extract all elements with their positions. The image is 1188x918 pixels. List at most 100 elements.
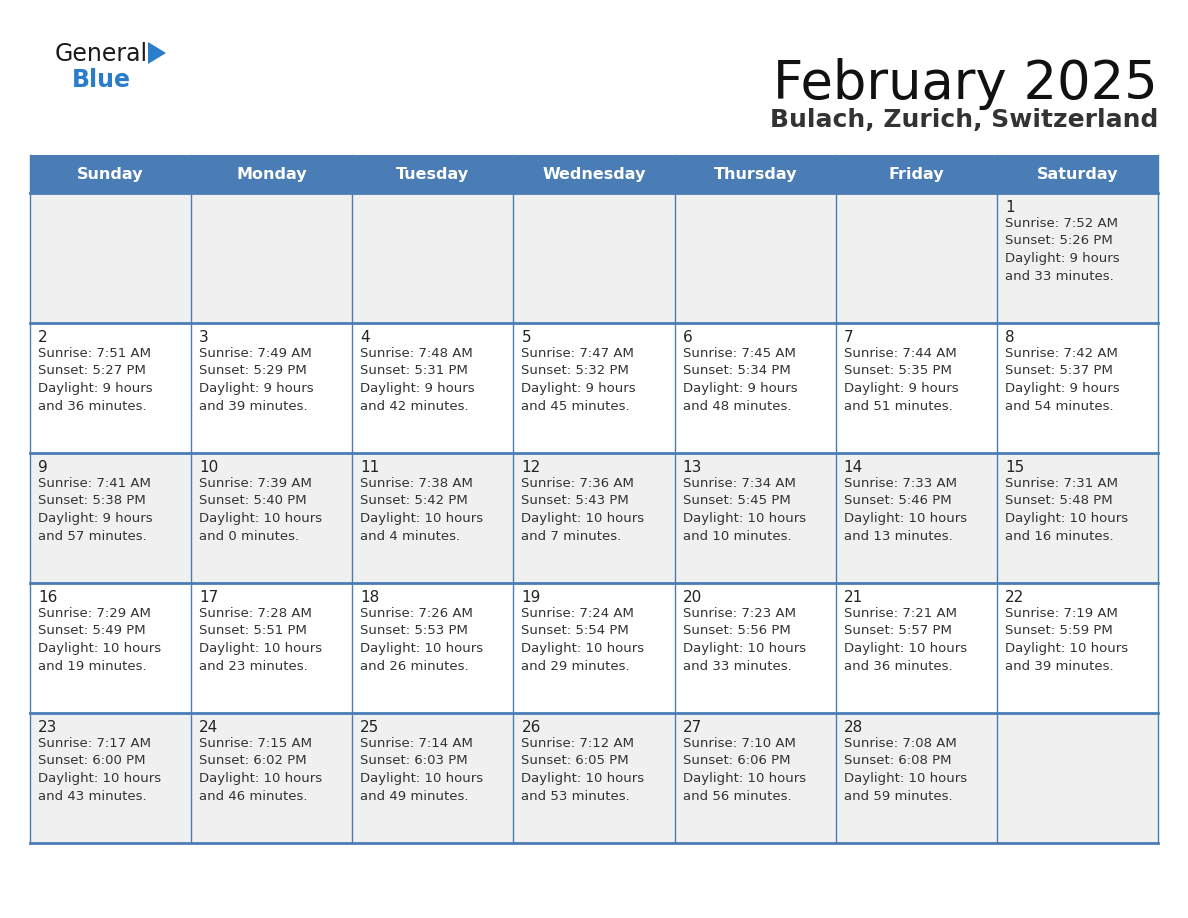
Text: 20: 20 [683,590,702,605]
Text: and 57 minutes.: and 57 minutes. [38,530,147,543]
Text: Sunset: 6:03 PM: Sunset: 6:03 PM [360,755,468,767]
Text: Daylight: 10 hours: Daylight: 10 hours [843,642,967,655]
Text: Sunrise: 7:23 AM: Sunrise: 7:23 AM [683,607,796,620]
Text: and 36 minutes.: and 36 minutes. [843,659,953,673]
Text: and 23 minutes.: and 23 minutes. [200,659,308,673]
Text: Sunrise: 7:38 AM: Sunrise: 7:38 AM [360,477,473,490]
Text: Sunset: 5:49 PM: Sunset: 5:49 PM [38,624,146,637]
Text: Sunrise: 7:21 AM: Sunrise: 7:21 AM [843,607,956,620]
Text: and 0 minutes.: and 0 minutes. [200,530,299,543]
Text: Sunset: 5:53 PM: Sunset: 5:53 PM [360,624,468,637]
Text: and 53 minutes.: and 53 minutes. [522,789,630,802]
Text: Daylight: 10 hours: Daylight: 10 hours [843,772,967,785]
Text: Daylight: 10 hours: Daylight: 10 hours [360,512,484,525]
Text: Daylight: 10 hours: Daylight: 10 hours [522,512,645,525]
Text: 2: 2 [38,330,48,345]
Text: Thursday: Thursday [713,166,797,182]
Text: Daylight: 10 hours: Daylight: 10 hours [683,512,805,525]
Text: Daylight: 10 hours: Daylight: 10 hours [843,512,967,525]
Text: and 51 minutes.: and 51 minutes. [843,399,953,412]
Text: 16: 16 [38,590,57,605]
Text: Sunset: 6:02 PM: Sunset: 6:02 PM [200,755,307,767]
Text: Wednesday: Wednesday [542,166,646,182]
Text: Sunset: 5:31 PM: Sunset: 5:31 PM [360,364,468,377]
Text: 25: 25 [360,720,379,735]
Bar [30,713,1158,843]
Text: Daylight: 10 hours: Daylight: 10 hours [683,772,805,785]
Text: Sunrise: 7:08 AM: Sunrise: 7:08 AM [843,737,956,750]
Text: General: General [55,42,148,66]
Text: and 19 minutes.: and 19 minutes. [38,659,146,673]
Text: 13: 13 [683,460,702,475]
Text: and 42 minutes.: and 42 minutes. [360,399,469,412]
Text: Sunset: 5:59 PM: Sunset: 5:59 PM [1005,624,1113,637]
Text: Sunset: 5:45 PM: Sunset: 5:45 PM [683,495,790,508]
Text: Daylight: 9 hours: Daylight: 9 hours [200,382,314,395]
Text: Sunrise: 7:52 AM: Sunrise: 7:52 AM [1005,217,1118,230]
Text: and 56 minutes.: and 56 minutes. [683,789,791,802]
Text: Sunset: 5:40 PM: Sunset: 5:40 PM [200,495,307,508]
Text: 14: 14 [843,460,862,475]
Text: Sunrise: 7:33 AM: Sunrise: 7:33 AM [843,477,956,490]
Text: 23: 23 [38,720,57,735]
Bar [30,453,1158,583]
Text: Sunrise: 7:14 AM: Sunrise: 7:14 AM [360,737,473,750]
Text: and 10 minutes.: and 10 minutes. [683,530,791,543]
Bar [30,323,1158,453]
Text: and 48 minutes.: and 48 minutes. [683,399,791,412]
Text: Sunrise: 7:10 AM: Sunrise: 7:10 AM [683,737,796,750]
Text: 9: 9 [38,460,48,475]
Text: and 43 minutes.: and 43 minutes. [38,789,146,802]
Bar [30,155,1158,193]
Text: and 7 minutes.: and 7 minutes. [522,530,621,543]
Text: Daylight: 9 hours: Daylight: 9 hours [1005,252,1119,265]
Text: 24: 24 [200,720,219,735]
Text: and 26 minutes.: and 26 minutes. [360,659,469,673]
Text: Sunrise: 7:28 AM: Sunrise: 7:28 AM [200,607,312,620]
Text: Sunrise: 7:17 AM: Sunrise: 7:17 AM [38,737,151,750]
Text: Daylight: 10 hours: Daylight: 10 hours [38,642,162,655]
Text: Sunrise: 7:31 AM: Sunrise: 7:31 AM [1005,477,1118,490]
Text: 8: 8 [1005,330,1015,345]
Text: Sunrise: 7:48 AM: Sunrise: 7:48 AM [360,347,473,360]
Text: 12: 12 [522,460,541,475]
Text: Saturday: Saturday [1037,166,1118,182]
Text: Sunset: 5:43 PM: Sunset: 5:43 PM [522,495,630,508]
Text: and 46 minutes.: and 46 minutes. [200,789,308,802]
Text: Daylight: 9 hours: Daylight: 9 hours [360,382,475,395]
Text: 1: 1 [1005,200,1015,215]
Text: Sunset: 5:54 PM: Sunset: 5:54 PM [522,624,630,637]
Text: and 39 minutes.: and 39 minutes. [200,399,308,412]
Text: 21: 21 [843,590,862,605]
Text: and 33 minutes.: and 33 minutes. [1005,270,1113,283]
Text: and 13 minutes.: and 13 minutes. [843,530,953,543]
Text: and 49 minutes.: and 49 minutes. [360,789,469,802]
Text: and 33 minutes.: and 33 minutes. [683,659,791,673]
Text: Sunrise: 7:49 AM: Sunrise: 7:49 AM [200,347,312,360]
Text: Sunset: 5:57 PM: Sunset: 5:57 PM [843,624,952,637]
Text: Daylight: 9 hours: Daylight: 9 hours [38,512,152,525]
Text: Sunset: 5:34 PM: Sunset: 5:34 PM [683,364,790,377]
Text: Friday: Friday [889,166,944,182]
Text: 17: 17 [200,590,219,605]
Text: Sunset: 5:51 PM: Sunset: 5:51 PM [200,624,307,637]
Text: Monday: Monday [236,166,307,182]
Polygon shape [148,42,166,64]
Text: Sunrise: 7:36 AM: Sunrise: 7:36 AM [522,477,634,490]
Text: Daylight: 9 hours: Daylight: 9 hours [1005,382,1119,395]
Text: and 45 minutes.: and 45 minutes. [522,399,630,412]
Text: Daylight: 10 hours: Daylight: 10 hours [200,772,322,785]
Text: Sunrise: 7:26 AM: Sunrise: 7:26 AM [360,607,473,620]
Text: Sunrise: 7:29 AM: Sunrise: 7:29 AM [38,607,151,620]
Text: Sunset: 5:48 PM: Sunset: 5:48 PM [1005,495,1112,508]
Text: 7: 7 [843,330,853,345]
Text: and 4 minutes.: and 4 minutes. [360,530,461,543]
Text: Blue: Blue [72,68,131,92]
Text: 19: 19 [522,590,541,605]
Text: Sunset: 5:26 PM: Sunset: 5:26 PM [1005,234,1113,248]
Text: 26: 26 [522,720,541,735]
Text: 3: 3 [200,330,209,345]
Text: 18: 18 [360,590,379,605]
Text: Sunrise: 7:47 AM: Sunrise: 7:47 AM [522,347,634,360]
Text: Sunset: 5:32 PM: Sunset: 5:32 PM [522,364,630,377]
